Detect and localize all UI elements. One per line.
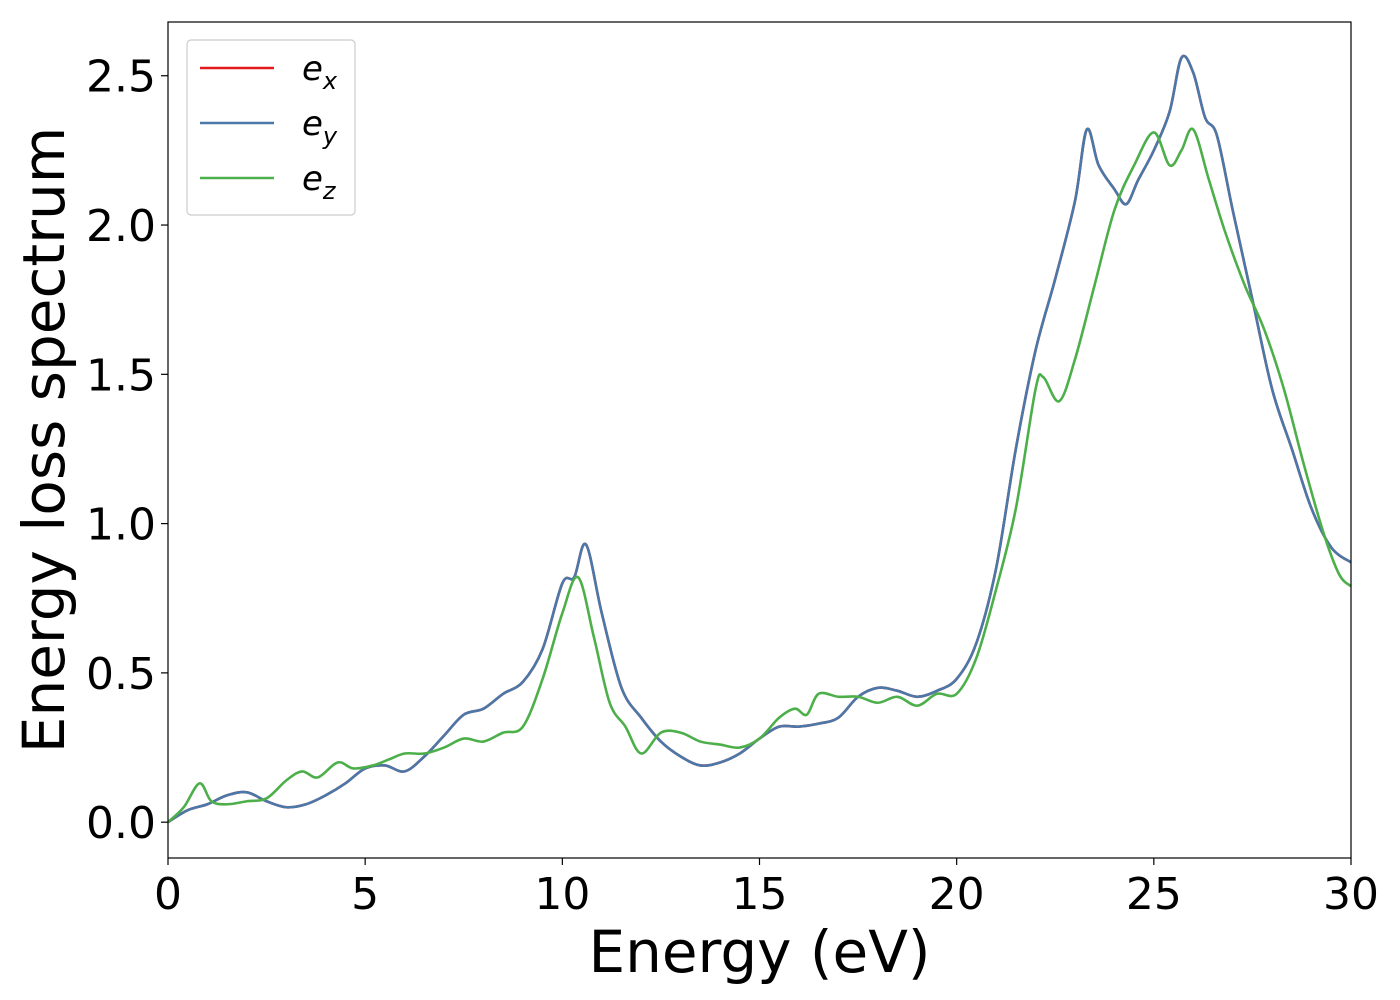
x-tick-label: 30 [1323, 869, 1379, 920]
x-tick-label: 5 [351, 869, 379, 920]
x-axis: 0 5 10 15 20 25 30 [154, 858, 1379, 920]
legend-label-base: e [302, 104, 323, 144]
x-tick-label: 0 [154, 869, 182, 920]
x-tick-label: 20 [929, 869, 985, 920]
legend-label-subscript: z [322, 177, 337, 205]
series-line-z [168, 127, 1351, 824]
series-layer [168, 54, 1351, 824]
legend-label-x: ex [302, 49, 338, 95]
y-tick-label: 0.0 [86, 798, 156, 849]
x-tick-label: 25 [1126, 869, 1182, 920]
y-axis-title: Energy loss spectrum [10, 127, 78, 753]
x-tick-label: 10 [534, 869, 590, 920]
legend-label-base: e [302, 159, 323, 199]
y-tick-label: 1.5 [86, 350, 156, 401]
legend-label-y: ey [302, 104, 338, 150]
y-tick-label: 1.0 [86, 500, 156, 551]
legend-label-z: ez [302, 159, 337, 205]
y-tick-label: 0.5 [86, 649, 156, 700]
y-tick-label: 2.5 [86, 52, 156, 103]
y-axis: 0.0 0.5 1.0 1.5 2.0 2.5 [86, 52, 168, 849]
x-tick-label: 15 [732, 869, 788, 920]
legend-label-subscript: y [322, 122, 338, 150]
legend-box [186, 39, 356, 216]
legend-label-base: e [302, 49, 323, 89]
series-line-y [168, 54, 1351, 824]
x-axis-title: Energy (eV) [588, 918, 930, 986]
legend-label-subscript: x [322, 67, 338, 95]
y-tick-label: 2.0 [86, 201, 156, 252]
